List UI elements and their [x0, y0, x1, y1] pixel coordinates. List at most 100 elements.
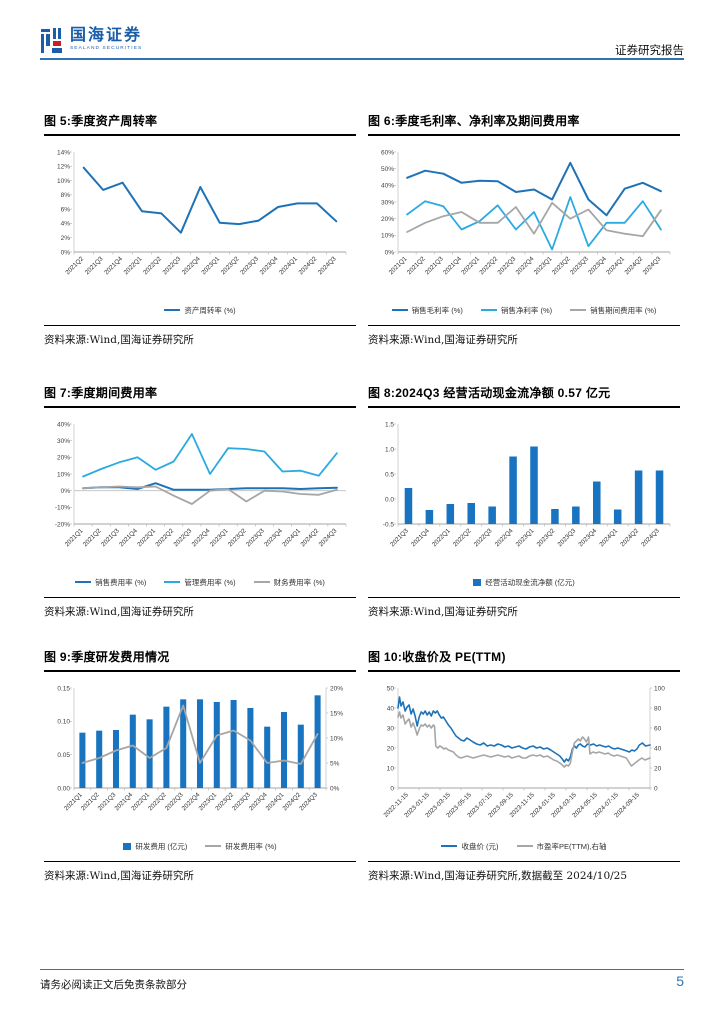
legend-swatch — [205, 844, 222, 848]
svg-text:-20%: -20% — [55, 521, 70, 528]
legend-swatch — [75, 580, 92, 584]
svg-text:2022Q3: 2022Q3 — [172, 527, 193, 548]
svg-text:-0.5: -0.5 — [383, 521, 395, 528]
figure-7-legend: 销售费用率 (%) 管理费用率 (%) 财务费用率 (%) — [44, 576, 356, 588]
figure-6-chart: 0% 10% 20% 30% 40% 50% 60% 2021Q1 2021Q2 2021Q3 20… — [368, 144, 680, 304]
svg-text:10%: 10% — [381, 233, 394, 240]
svg-text:2024Q2: 2024Q2 — [623, 255, 644, 276]
svg-text:-10%: -10% — [55, 505, 70, 512]
footer-divider — [40, 969, 684, 970]
svg-text:2023Q3: 2023Q3 — [239, 255, 260, 276]
figure-6: 图 6:季度毛利率、净利率及期间费用率 0% 10% 20% 30% 40% 50% 60%… — [368, 112, 680, 347]
page-header: 国海证券 SEALAND SECURITIES 证券研究报告 — [40, 28, 684, 62]
svg-text:0: 0 — [390, 785, 394, 792]
svg-text:0%: 0% — [61, 249, 71, 256]
svg-text:2022Q1: 2022Q1 — [123, 255, 144, 276]
svg-text:0.00: 0.00 — [57, 785, 70, 792]
figure-9-title: 图 9:季度研发费用情况 — [44, 648, 356, 672]
svg-text:10%: 10% — [57, 471, 70, 478]
svg-text:2024Q1: 2024Q1 — [278, 255, 299, 276]
legend-swatch — [480, 308, 497, 312]
svg-text:20: 20 — [654, 765, 662, 772]
figure-5-plot: 0%2%4%6%8%10%12%14%2021Q22021Q32021Q4202… — [57, 149, 347, 276]
legend-label: 销售毛利率 (%) — [411, 305, 463, 315]
svg-text:8%: 8% — [61, 192, 71, 199]
svg-text:20: 20 — [387, 745, 395, 752]
svg-text:40: 40 — [654, 745, 662, 752]
figure-10-title: 图 10:收盘价及 PE(TTM) — [368, 648, 680, 672]
svg-text:2024Q3: 2024Q3 — [317, 255, 338, 276]
svg-text:2023Q1: 2023Q1 — [209, 527, 230, 548]
figure-9: 图 9:季度研发费用情况 0.00 0.05 0.10 0.15 0% 5% 10% 15% 2… — [44, 648, 356, 883]
figure-5-legend: 资产周转率 (%) — [44, 304, 356, 316]
svg-text:2021Q3: 2021Q3 — [389, 527, 410, 548]
svg-text:20%: 20% — [330, 685, 343, 692]
svg-text:10%: 10% — [57, 178, 70, 185]
svg-text:2023Q2: 2023Q2 — [536, 527, 557, 548]
figure-6-source: 资料来源:Wind,国海证券研究所 — [368, 325, 680, 347]
svg-text:15%: 15% — [330, 710, 343, 717]
svg-text:60: 60 — [654, 725, 662, 732]
svg-text:2021Q4: 2021Q4 — [103, 255, 124, 276]
svg-text:2024Q3: 2024Q3 — [642, 255, 663, 276]
page-number: 5 — [676, 973, 684, 989]
svg-text:0.10: 0.10 — [57, 719, 70, 726]
svg-text:2024Q3: 2024Q3 — [318, 527, 339, 548]
svg-text:2024Q1: 2024Q1 — [281, 527, 302, 548]
legend-swatch — [164, 580, 181, 584]
legend-label: 研发费用 (亿元) — [135, 841, 188, 851]
figure-7-title: 图 7:季度期间费用率 — [44, 384, 356, 408]
figure-9-legend: 研发费用 (亿元) 研发费用率 (%) — [44, 840, 356, 852]
legend-label: 管理费用率 (%) — [184, 577, 236, 587]
legend-item: 管理费用率 (%) — [164, 577, 236, 588]
legend-swatch — [516, 844, 533, 848]
legend-label: 销售净利率 (%) — [500, 305, 553, 315]
legend-swatch — [473, 578, 482, 586]
figure-8-source: 资料来源:Wind,国海证券研究所 — [368, 597, 680, 619]
svg-text:5%: 5% — [330, 760, 340, 767]
brand-name: 国海证券 — [70, 27, 143, 44]
legend-label: 研发费用率 (%) — [225, 841, 277, 851]
figure-10: 图 10:收盘价及 PE(TTM) 0 10 20 30 40 50 0 20 40 60 80 10… — [368, 648, 680, 883]
legend-item: 销售期间费用率 (%) — [570, 305, 656, 316]
figure-10-source: 资料来源:Wind,国海证券研究所,数据截至 2024/10/25 — [368, 861, 680, 883]
figure-9-plot: 0.000.050.100.150%5%10%15%20%2021Q12021Q… — [57, 685, 343, 812]
svg-text:2021Q2: 2021Q2 — [406, 255, 427, 276]
legend-label: 资产周转率 (%) — [184, 305, 236, 315]
svg-text:2023Q1: 2023Q1 — [533, 255, 554, 276]
legend-label: 市盈率PE(TTM),右轴 — [536, 841, 607, 851]
legend-item: 销售毛利率 (%) — [391, 305, 463, 316]
svg-text:2021Q3: 2021Q3 — [424, 255, 445, 276]
svg-text:30: 30 — [387, 725, 395, 732]
svg-text:1.0: 1.0 — [385, 446, 394, 453]
svg-text:10%: 10% — [330, 735, 343, 742]
svg-text:0%: 0% — [61, 488, 71, 495]
svg-text:2022Q2: 2022Q2 — [478, 255, 499, 276]
svg-text:2022Q4: 2022Q4 — [494, 527, 515, 548]
legend-label: 财务费用率 (%) — [273, 577, 325, 587]
footer-disclaimer: 请务必阅读正文后免责条款部分 — [40, 979, 187, 991]
svg-text:2023Q2: 2023Q2 — [227, 527, 248, 548]
svg-text:2022Q4: 2022Q4 — [181, 255, 202, 276]
figure-7-plot: -20% -10% 0% 10% 20% 30% 40% 2021Q12021Q22021Q3… — [55, 421, 347, 548]
sealand-logo-icon — [41, 28, 62, 53]
header-divider — [40, 58, 684, 60]
legend-swatch — [441, 844, 458, 848]
svg-text:20%: 20% — [381, 216, 394, 223]
svg-text:0.15: 0.15 — [57, 685, 70, 692]
svg-text:50%: 50% — [381, 166, 394, 173]
figure-6-plot: 0%10%20%30%40%50%60%2021Q12021Q22021Q320… — [381, 149, 671, 276]
svg-text:14%: 14% — [57, 149, 70, 156]
svg-text:2021Q3: 2021Q3 — [84, 255, 105, 276]
svg-text:0%: 0% — [330, 785, 340, 792]
svg-text:0: 0 — [654, 785, 658, 792]
svg-text:40%: 40% — [381, 183, 394, 190]
svg-text:2023Q4: 2023Q4 — [577, 527, 598, 548]
svg-text:2023Q1: 2023Q1 — [200, 255, 221, 276]
legend-item: 销售费用率 (%) — [75, 577, 146, 588]
figure-9-source: 资料来源:Wind,国海证券研究所 — [44, 861, 356, 883]
report-type-label: 证券研究报告 — [615, 43, 684, 57]
svg-text:0%: 0% — [385, 249, 395, 256]
figure-8: 图 8:2024Q3 经营活动现金流净额 0.57 亿元 -0.5 0.0 0.5 1… — [368, 384, 680, 619]
figure-6-legend: 销售毛利率 (%) 销售净利率 (%) 销售期间费用率 (%) — [368, 304, 680, 316]
